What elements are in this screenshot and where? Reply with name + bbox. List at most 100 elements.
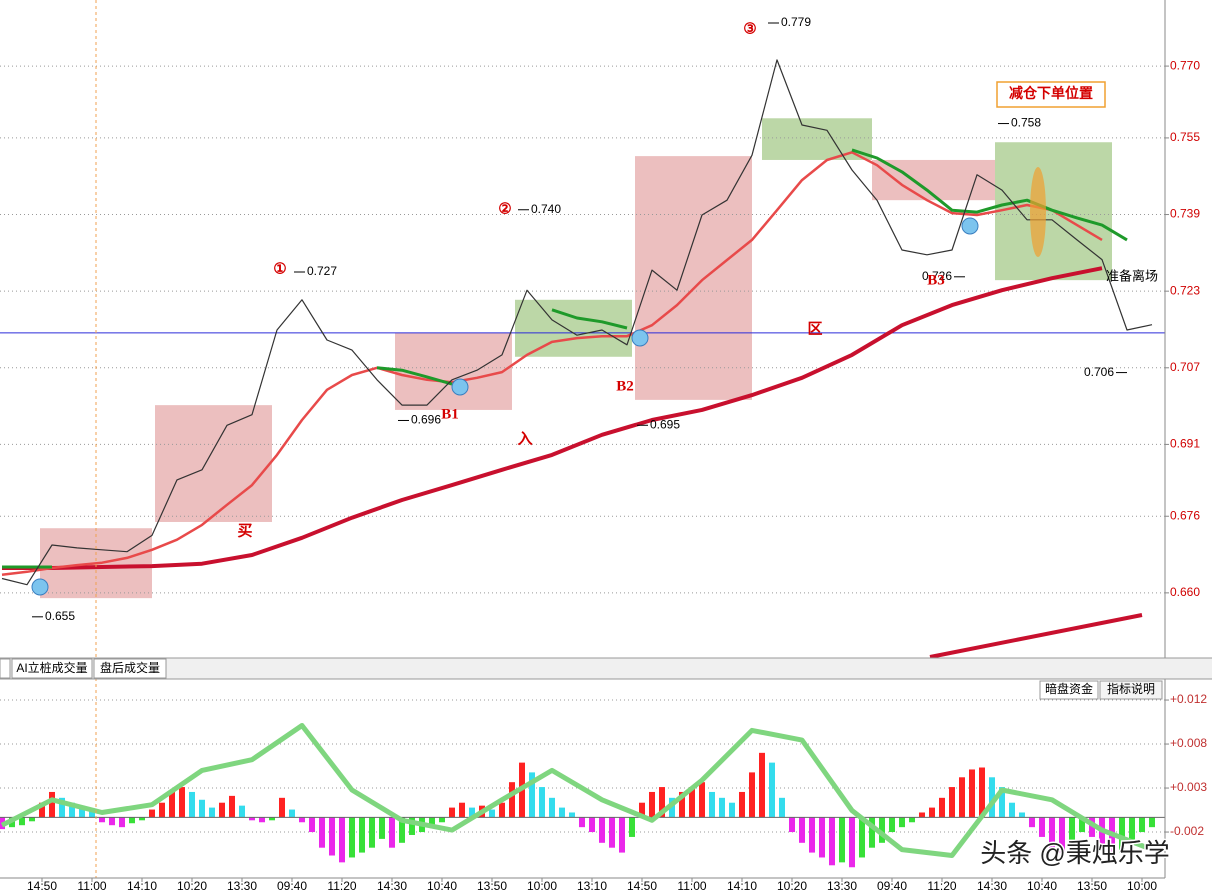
- tab[interactable]: [11, 658, 93, 679]
- histogram-bar: [739, 791, 745, 818]
- histogram-bar: [199, 799, 205, 818]
- zone: [395, 332, 512, 410]
- x-tick-label: 13:30: [827, 879, 857, 893]
- histogram-bar: [29, 817, 35, 822]
- histogram-bar: [259, 817, 265, 823]
- price-label: 0.696: [411, 413, 441, 427]
- histogram-bar: [689, 787, 695, 818]
- x-tick-label: 10:20: [177, 879, 207, 893]
- histogram-bar: [179, 787, 185, 818]
- y-tick-label: 0.660: [1170, 585, 1200, 599]
- histogram-bar: [19, 817, 25, 826]
- x-tick-label: 11:00: [677, 879, 706, 893]
- x-tick-label: 13:50: [1077, 879, 1107, 893]
- histogram-bar: [1139, 817, 1145, 833]
- histogram-bar: [1109, 817, 1115, 858]
- histogram-bar: [559, 807, 565, 818]
- histogram-bar: [109, 817, 115, 826]
- histogram-bar: [1049, 817, 1055, 848]
- y-tick-label: +0.012: [1170, 692, 1207, 706]
- x-tick-label: 13:50: [477, 879, 507, 893]
- histogram-bar: [619, 817, 625, 853]
- x-tick-label: 14:30: [977, 879, 1007, 893]
- histogram-bar: [49, 791, 55, 818]
- y-tick-label: 0.691: [1170, 437, 1200, 451]
- histogram-bar: [309, 817, 315, 833]
- histogram-bar: [459, 802, 465, 818]
- x-tick-label: 09:40: [877, 879, 907, 893]
- histogram-bar: [589, 817, 595, 833]
- note: B3: [927, 272, 945, 288]
- histogram-bar: [799, 817, 805, 843]
- series-line: [0, 723, 1153, 858]
- tab[interactable]: [93, 658, 167, 679]
- histogram-bar: [819, 817, 825, 858]
- histogram-bar: [909, 817, 915, 823]
- histogram-bar: [809, 817, 815, 853]
- histogram-bar: [1039, 817, 1045, 837]
- histogram-bar: [269, 817, 275, 821]
- histogram-bar: [499, 802, 505, 818]
- histogram-bar: [509, 782, 515, 818]
- histogram-bar: [389, 817, 395, 848]
- price-label: 0.727: [307, 264, 337, 278]
- tab[interactable]: [0, 658, 11, 679]
- signal-dot: [31, 578, 49, 596]
- series-line: [1, 59, 1153, 586]
- tab-label[interactable]: AI立桩成交量: [16, 660, 87, 675]
- histogram-bar: [239, 805, 245, 818]
- histogram-bar: [569, 812, 575, 818]
- histogram-bar: [359, 817, 365, 853]
- histogram-bar: [989, 777, 995, 818]
- x-tick-label: 10:40: [427, 879, 457, 893]
- note: 买: [237, 522, 252, 539]
- note: 区: [807, 320, 822, 337]
- y-tick-label: 0.770: [1170, 58, 1200, 72]
- histogram-bar: [999, 787, 1005, 818]
- histogram-bar: [189, 791, 195, 818]
- indicator-button-label[interactable]: 指标说明: [1107, 681, 1155, 696]
- x-tick-label: 14:50: [627, 879, 657, 893]
- note: 入: [517, 430, 532, 447]
- histogram-bar: [219, 802, 225, 818]
- x-tick-label: 13:30: [227, 879, 257, 893]
- watermark: 头条 @秉烛乐学: [980, 838, 1170, 868]
- tab-bar: [0, 658, 1212, 679]
- histogram-bar: [859, 817, 865, 858]
- histogram-bar: [39, 802, 45, 818]
- histogram-bar: [779, 797, 785, 818]
- histogram-bar: [659, 787, 665, 818]
- tab-label[interactable]: 盘后成交量: [100, 660, 160, 675]
- histogram-bar: [679, 791, 685, 818]
- highlight-ellipse: [1030, 167, 1046, 257]
- histogram-bar: [59, 797, 65, 818]
- y-tick-label: 0.707: [1170, 360, 1200, 374]
- indicator-button[interactable]: [1099, 680, 1163, 700]
- histogram-bar: [1149, 817, 1155, 828]
- histogram-bar: [929, 807, 935, 818]
- x-tick-label: 13:10: [577, 879, 607, 893]
- histogram-bar: [1079, 817, 1085, 833]
- histogram-bar: [119, 817, 125, 828]
- price-plot: [0, 59, 1165, 599]
- histogram-bar: [1069, 817, 1075, 843]
- histogram-bar: [789, 817, 795, 833]
- histogram-bar: [299, 817, 305, 823]
- histogram-bar: [949, 787, 955, 818]
- histogram-bar: [249, 817, 255, 821]
- indicator-button-label[interactable]: 暗盘资金: [1045, 681, 1093, 696]
- histogram-bar: [1119, 817, 1125, 853]
- x-tick-label: 14:30: [377, 879, 407, 893]
- histogram-bar: [1009, 802, 1015, 818]
- histogram-bar: [709, 791, 715, 818]
- histogram-bar: [339, 817, 345, 863]
- signal-dot: [451, 378, 469, 396]
- histogram-bar: [759, 752, 765, 818]
- price-label: 0.655: [45, 609, 75, 623]
- indicator-button[interactable]: [1039, 680, 1099, 700]
- histogram-bar: [349, 817, 355, 858]
- x-tick-label: 09:40: [277, 879, 307, 893]
- histogram-bar: [439, 817, 445, 823]
